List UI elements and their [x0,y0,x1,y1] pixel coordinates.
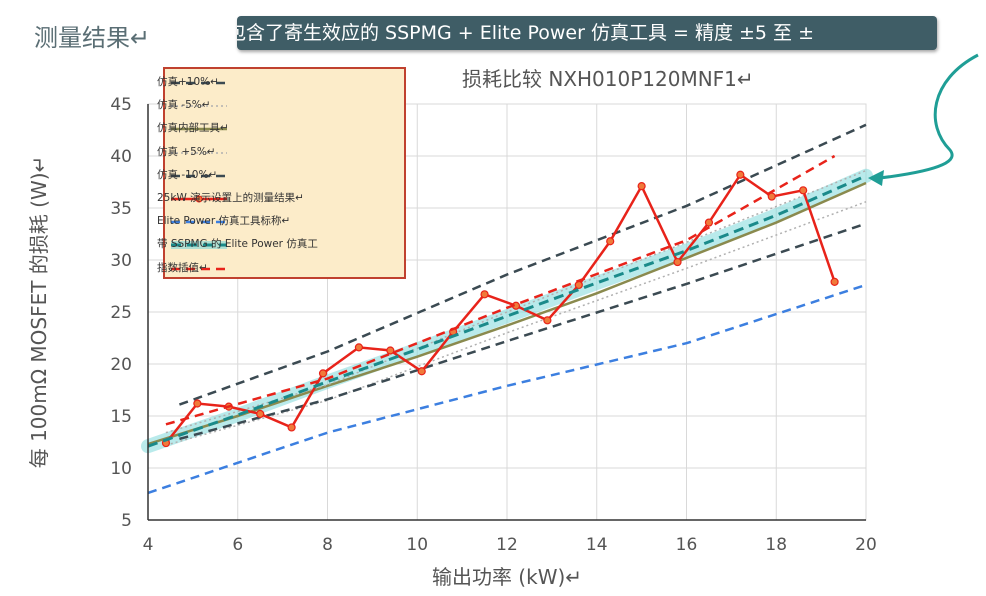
slide-title: 测量结果↵ [34,24,151,52]
legend-swatch [171,128,227,131]
legend-item: 仿真 +5%↵ [157,141,405,164]
series-5-line [164,172,836,444]
x-tick-label: 16 [676,535,698,555]
legend-swatch [171,241,227,250]
x-tick-label: 12 [496,535,518,555]
series-7-band [141,168,873,454]
x-tick-label: 4 [143,535,154,555]
series-5-point [287,423,296,432]
series-5-point [830,277,839,286]
series-1-line [165,201,867,446]
legend-swatch [171,105,227,107]
y-tick-label: 45 [110,95,132,115]
series-5-point [386,346,395,355]
banner-text: 包含了寄生效应的 SSPMG + Elite Power 仿真工具 = 精度 ±… [237,22,815,44]
y-tick-label: 5 [121,511,132,531]
legend-swatch [171,267,227,270]
x-axis-label: 输出功率 (kW)↵ [432,565,582,589]
x-tick-label: 20 [855,535,877,555]
legend-item: 仿真+10%↵ [157,71,405,94]
legend-swatch [171,174,227,178]
x-tick-label: 8 [322,535,333,555]
legend-item: 仿真 -5%↵ [157,94,405,117]
series-5-point [574,280,583,290]
series-5-point [480,290,489,299]
legend-swatch [171,151,227,154]
legend-label: 仿真 +5%↵ [157,145,216,158]
series-layer [141,123,873,495]
legend-label: 仿真 -5%↵ [157,99,211,112]
y-tick-label: 35 [110,199,132,219]
series-5-point [543,316,552,325]
legend: 仿真+10%↵ 仿真 -5%↵ 仿真内部工具↵ 仿真 +5%↵ 仿真 -10%↵ 25kW… [157,67,406,280]
legend-label: 25kW 演示设置上的测量结果↵ [157,192,304,204]
series-5-point [673,257,682,267]
series-0-line [178,123,867,406]
series-5-point [799,186,808,195]
series-5-point [637,182,646,191]
legend-item: 仿真内部工具↵ [157,117,405,140]
legend-swatch [171,81,227,85]
y-tick-label: 25 [110,303,132,323]
axes: 4 6 8 10 12 14 16 18 20 5 10 15 20 25 30 35 40 45 [110,95,876,555]
legend-label: Elite Power 仿真工具标称↵ [157,215,291,228]
chart-title: 损耗比较 NXH010P120MNF1↵ [462,67,754,91]
x-tick-label: 6 [232,535,243,555]
series-5-point [736,170,745,179]
series-5-point [606,237,615,246]
legend-label: 仿真 -10%↵ [157,168,218,181]
x-tick-label: 18 [765,535,787,555]
y-tick-label: 15 [110,407,132,427]
legend-item: 带 SSPMG 的 Elite Power 仿真工 [157,233,405,256]
legend-label: 指数插值↵ [157,261,208,274]
callout-arrow [879,53,979,180]
series-5-point [354,343,364,352]
legend-item: 指数插值↵ [157,257,405,280]
legend-label: 带 SSPMG 的 Elite Power 仿真工 [157,238,318,251]
series-8-line [165,154,836,426]
legend-swatch [171,195,227,203]
y-axis-label: 每 100mΩ MOSFET 的损耗 (W)↵ [27,156,51,469]
legend-label: 仿真+10%↵ [157,76,219,88]
x-tick-label: 10 [406,535,428,555]
legend-label: 仿真内部工具↵ [157,122,229,135]
series-5-point [318,369,328,378]
legend-swatch [171,220,227,224]
series-6-line [147,283,867,495]
banner: 包含了寄生效应的 SSPMG + Elite Power 仿真工具 = 精度 ±… [237,16,937,50]
series-5-point [193,399,202,408]
legend-item: Elite Power 仿真工具标称↵ [157,210,405,233]
legend-item: 25kW 演示设置上的测量结果↵ [157,187,405,210]
series-2-line [147,181,867,446]
y-tick-label: 30 [110,251,132,271]
series-5-point [256,409,265,419]
y-tick-label: 40 [110,147,132,167]
x-tick-label: 14 [586,535,608,555]
y-tick-label: 10 [110,459,132,479]
series-5-point [704,218,714,227]
y-tick-label: 20 [110,355,132,375]
series-5-point [417,367,426,376]
legend-item: 仿真 -10%↵ [157,164,405,187]
callout-arrow-head [868,170,884,186]
series-4-line [179,222,867,441]
